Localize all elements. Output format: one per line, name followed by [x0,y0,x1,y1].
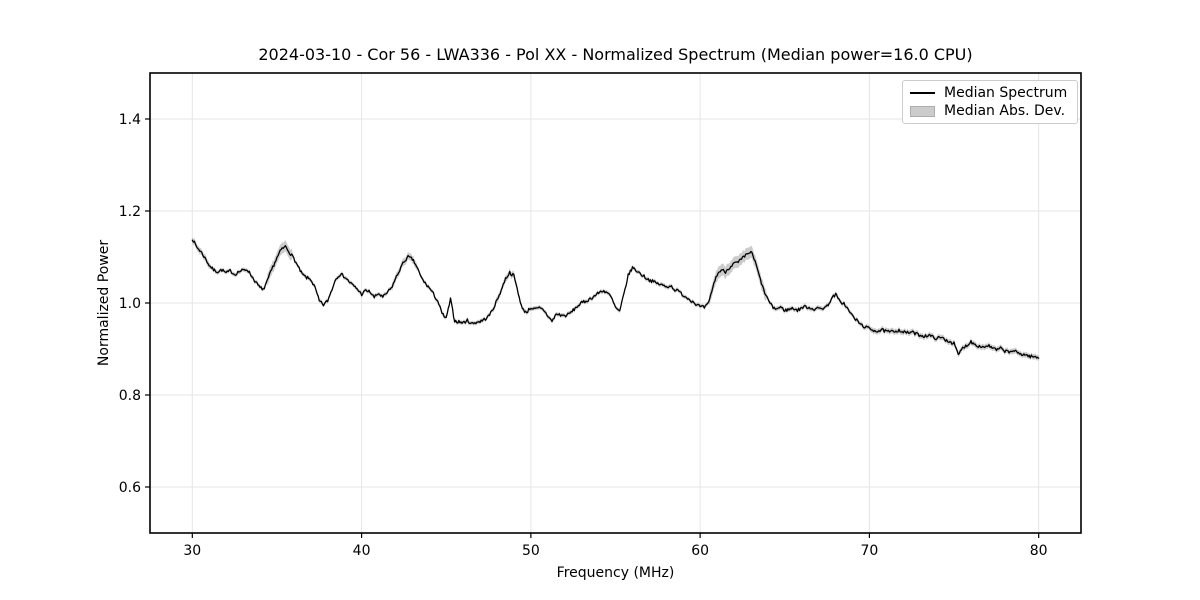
y-tick-label: 0.6 [119,480,141,496]
patch-swatch-icon [910,105,935,117]
x-axis-label: Frequency (MHz) [556,565,675,581]
chart-title: 2024-03-10 - Cor 56 - LWA336 - Pol XX - … [258,45,973,64]
y-tick-label: 0.8 [119,388,141,404]
y-axis-label: Normalized Power [96,239,112,367]
legend-item-median-abs-dev: Median Abs. Dev. [910,103,1069,119]
y-tick-label: 1.0 [119,296,141,312]
line-swatch-icon [910,92,935,94]
legend: Median Spectrum Median Abs. Dev. [902,80,1078,124]
x-tick-label: 60 [691,543,709,559]
legend-label-median-spectrum: Median Spectrum [944,85,1068,101]
y-tick-label: 1.4 [119,112,141,128]
y-tick-label: 1.2 [119,204,141,220]
x-tick-label: 30 [183,543,201,559]
median-spectrum-line-swatch [910,92,935,94]
legend-label-median-abs-dev: Median Abs. Dev. [944,103,1066,119]
legend-item-median-spectrum: Median Spectrum [910,85,1069,101]
x-tick-label: 70 [860,543,878,559]
median-abs-dev-patch-swatch [910,105,935,117]
median-spectrum-line [191,239,1040,359]
x-tick-label: 80 [1030,543,1048,559]
x-tick-label: 40 [353,543,371,559]
x-tick-label: 50 [522,543,540,559]
